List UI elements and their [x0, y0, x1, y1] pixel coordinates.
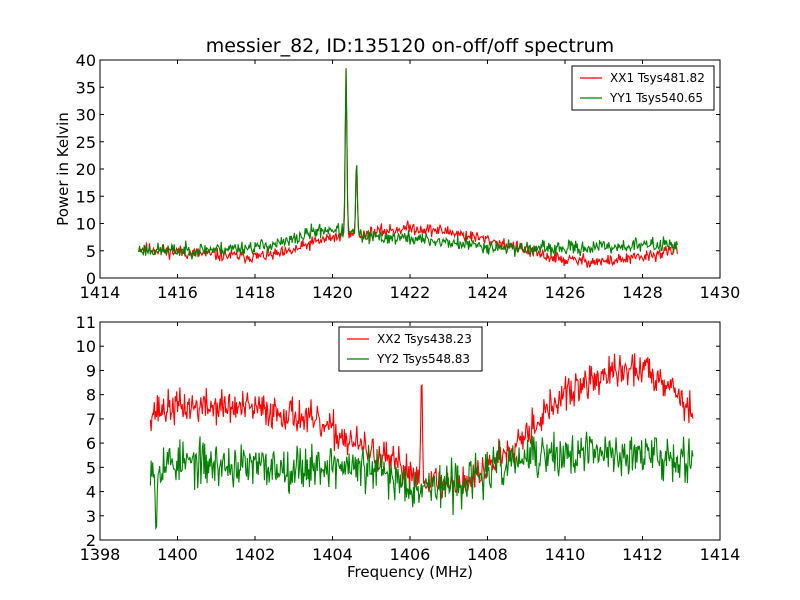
- series-line-bottom-xx2: [149, 353, 694, 499]
- x-tick-label: 1404: [312, 545, 353, 564]
- y-tick-label: 9: [86, 361, 96, 380]
- y-tick-label: 2: [86, 531, 96, 550]
- y-tick-label: 15: [76, 187, 96, 206]
- x-tick-label: 1430: [700, 283, 741, 302]
- y-tick-label: 20: [76, 160, 96, 179]
- top-plot-frame: [99, 59, 721, 279]
- x-tick-label: 1416: [157, 283, 198, 302]
- y-tick-label: 5: [86, 242, 96, 261]
- legend-label: XX1 Tsys481.82: [610, 71, 705, 85]
- top-spectrum-panel: 1414 1416 1418 1420 1422 1424 1426 1428 1430 0 5 10…: [54, 51, 740, 302]
- top-series-group: [138, 68, 678, 268]
- y-tick-label: 0: [86, 269, 96, 288]
- y-tick-label: 40: [76, 51, 96, 70]
- y-tick-label: 8: [86, 386, 96, 405]
- bottom-plot-frame: [99, 321, 721, 541]
- x-tick-label: 1426: [545, 283, 586, 302]
- legend-label: YY2 Tsys548.83: [376, 352, 470, 366]
- x-tick-label: 1418: [235, 283, 276, 302]
- y-tick-label: 6: [86, 434, 96, 453]
- legend-label: XX2 Tsys438.23: [377, 332, 472, 346]
- series-line-top-yy1: [138, 68, 678, 260]
- bottom-spectrum-panel: 1398 1400 1402 1404 1406 1408 1410 1412 1414 2 3 4 5…: [76, 313, 741, 581]
- series-line-top-xx1: [138, 68, 678, 268]
- y-tick-label: 7: [86, 410, 96, 429]
- chart-title: messier_82, ID:135120 on-off/off spectru…: [206, 35, 614, 57]
- y-tick-label: 4: [86, 483, 96, 502]
- x-tick-label: 1424: [467, 283, 508, 302]
- legend-box: [338, 326, 483, 372]
- x-tick-label: 1408: [467, 545, 508, 564]
- top-legend: XX1 Tsys481.82 YY1 Tsys540.65: [571, 65, 715, 111]
- y-tick-label: 11: [76, 313, 96, 332]
- x-tick-label: 1406: [390, 545, 431, 564]
- y-tick-label: 10: [76, 337, 96, 356]
- x-tick-label: 1402: [235, 545, 276, 564]
- series-line-bottom-yy2: [149, 431, 694, 531]
- y-tick-label: 3: [86, 507, 96, 526]
- y-tick-label: 10: [76, 215, 96, 234]
- x-tick-label: 1420: [312, 283, 353, 302]
- top-ticks-group: 1414 1416 1418 1420 1422 1424 1426 1428 1430 0 5 10…: [76, 51, 741, 302]
- bottom-legend: XX2 Tsys438.23 YY2 Tsys548.83: [338, 326, 483, 372]
- y-tick-label: 5: [86, 458, 96, 477]
- y-axis-label: Power in Kelvin: [54, 112, 72, 226]
- bottom-ticks-group: 1398 1400 1402 1404 1406 1408 1410 1412 1414 2 3 4 5…: [76, 313, 741, 564]
- x-tick-label: 1428: [622, 283, 663, 302]
- x-tick-label: 1414: [700, 545, 741, 564]
- x-tick-label: 1398: [80, 545, 121, 564]
- x-tick-label: 1400: [157, 545, 198, 564]
- x-tick-label: 1422: [390, 283, 431, 302]
- x-tick-label: 1414: [80, 283, 121, 302]
- x-tick-label: 1412: [622, 545, 663, 564]
- bottom-series-group: [149, 353, 694, 531]
- legend-label: YY1 Tsys540.65: [609, 91, 703, 105]
- x-axis-label: Frequency (MHz): [347, 563, 473, 581]
- y-tick-label: 25: [76, 133, 96, 152]
- x-tick-label: 1410: [545, 545, 586, 564]
- legend-box: [571, 65, 715, 111]
- y-tick-label: 35: [76, 78, 96, 97]
- y-tick-label: 30: [76, 106, 96, 125]
